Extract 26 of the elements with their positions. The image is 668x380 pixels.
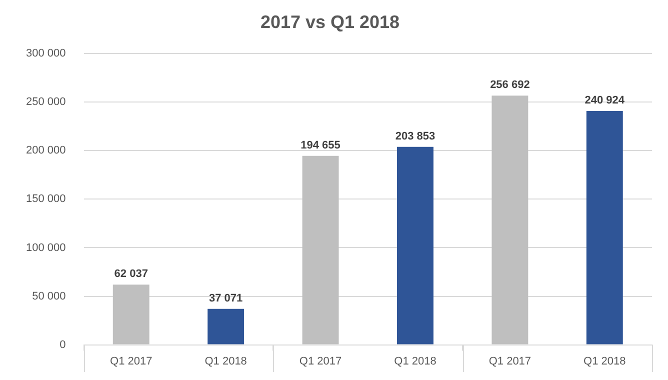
y-tick-label: 300 000	[26, 48, 66, 60]
bar	[208, 308, 244, 344]
x-tick-label: Q1 2017	[299, 355, 342, 368]
bar	[586, 110, 623, 344]
bar	[492, 96, 528, 344]
x-tick-label: Q1 2017	[488, 355, 532, 368]
data-label: 62 037	[114, 268, 148, 280]
data-label: 240 924	[584, 94, 626, 106]
y-tick-label: 150 000	[26, 193, 66, 206]
data-label: 37 071	[208, 292, 243, 304]
y-tick-label: 100 000	[26, 242, 66, 254]
bar	[302, 156, 339, 344]
data-label: 194 655	[300, 139, 340, 152]
y-tick-label: 0	[60, 338, 66, 351]
y-tick-label: 50 000	[32, 290, 66, 302]
x-tick-label: Q1 2018	[204, 355, 247, 368]
data-label: 203 853	[395, 130, 436, 142]
x-tick-label: Q1 2017	[110, 355, 152, 368]
x-tick-label: Q1 2018	[394, 355, 436, 368]
chart-title: 2017 vs Q1 2018	[260, 12, 400, 32]
data-label: 256 692	[490, 79, 530, 92]
y-tick-label: 250 000	[26, 96, 66, 108]
bar	[112, 284, 150, 344]
y-tick-label: 200 000	[26, 144, 66, 157]
x-tick-label: Q1 2018	[584, 355, 626, 368]
bar	[397, 146, 434, 344]
